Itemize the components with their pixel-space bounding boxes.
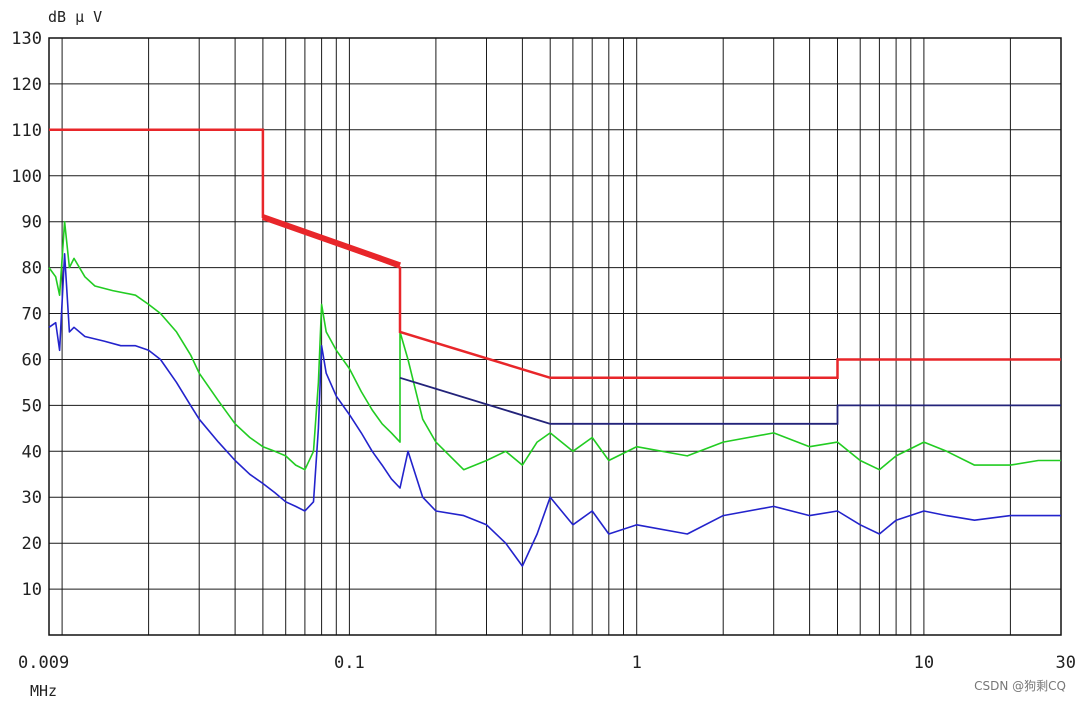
grid [49,37,1062,635]
y-tick-label: 50 [22,396,42,416]
y-tick-label: 70 [22,305,42,325]
watermark: CSDN @狗剩CQ [974,679,1066,693]
y-tick-label: 10 [22,580,42,600]
limit-layer [49,128,1061,425]
x-tick-labels: 0.009 0.1 1 10 30 [18,653,1076,673]
x-tick-label: 1 [632,653,642,673]
plot-border [48,37,1062,636]
y-tick-label: 100 [11,167,42,187]
limit-line-3 [399,376,1061,425]
x-tick-label: 0.1 [334,653,365,673]
y-axis-unit: dB μ V [48,8,102,26]
y-tick-label: 110 [11,121,42,141]
y-tick-label: 20 [22,534,42,554]
limit-line-2 [261,214,401,269]
x-tick-label: 0.009 [18,653,69,673]
y-tick-label: 60 [22,351,42,371]
x-tick-label: 30 [1056,653,1076,673]
series-line-2 [48,253,1061,567]
x-axis-unit: MHz [30,682,57,700]
limit-line-1 [49,128,1061,380]
y-tick-label: 130 [11,29,42,49]
plot-background [49,38,1061,635]
y-tick-label: 30 [22,488,42,508]
x-tick-label: 10 [914,653,934,673]
y-tick-label: 120 [11,75,42,95]
y-tick-labels: 10 20 30 40 50 60 70 80 90 100 110 120 130 [11,29,42,600]
series-line-1 [48,220,1061,471]
y-tick-label: 80 [22,259,42,279]
series-layer [48,220,1061,567]
y-tick-label: 40 [22,442,42,462]
y-tick-label: 90 [22,213,42,233]
